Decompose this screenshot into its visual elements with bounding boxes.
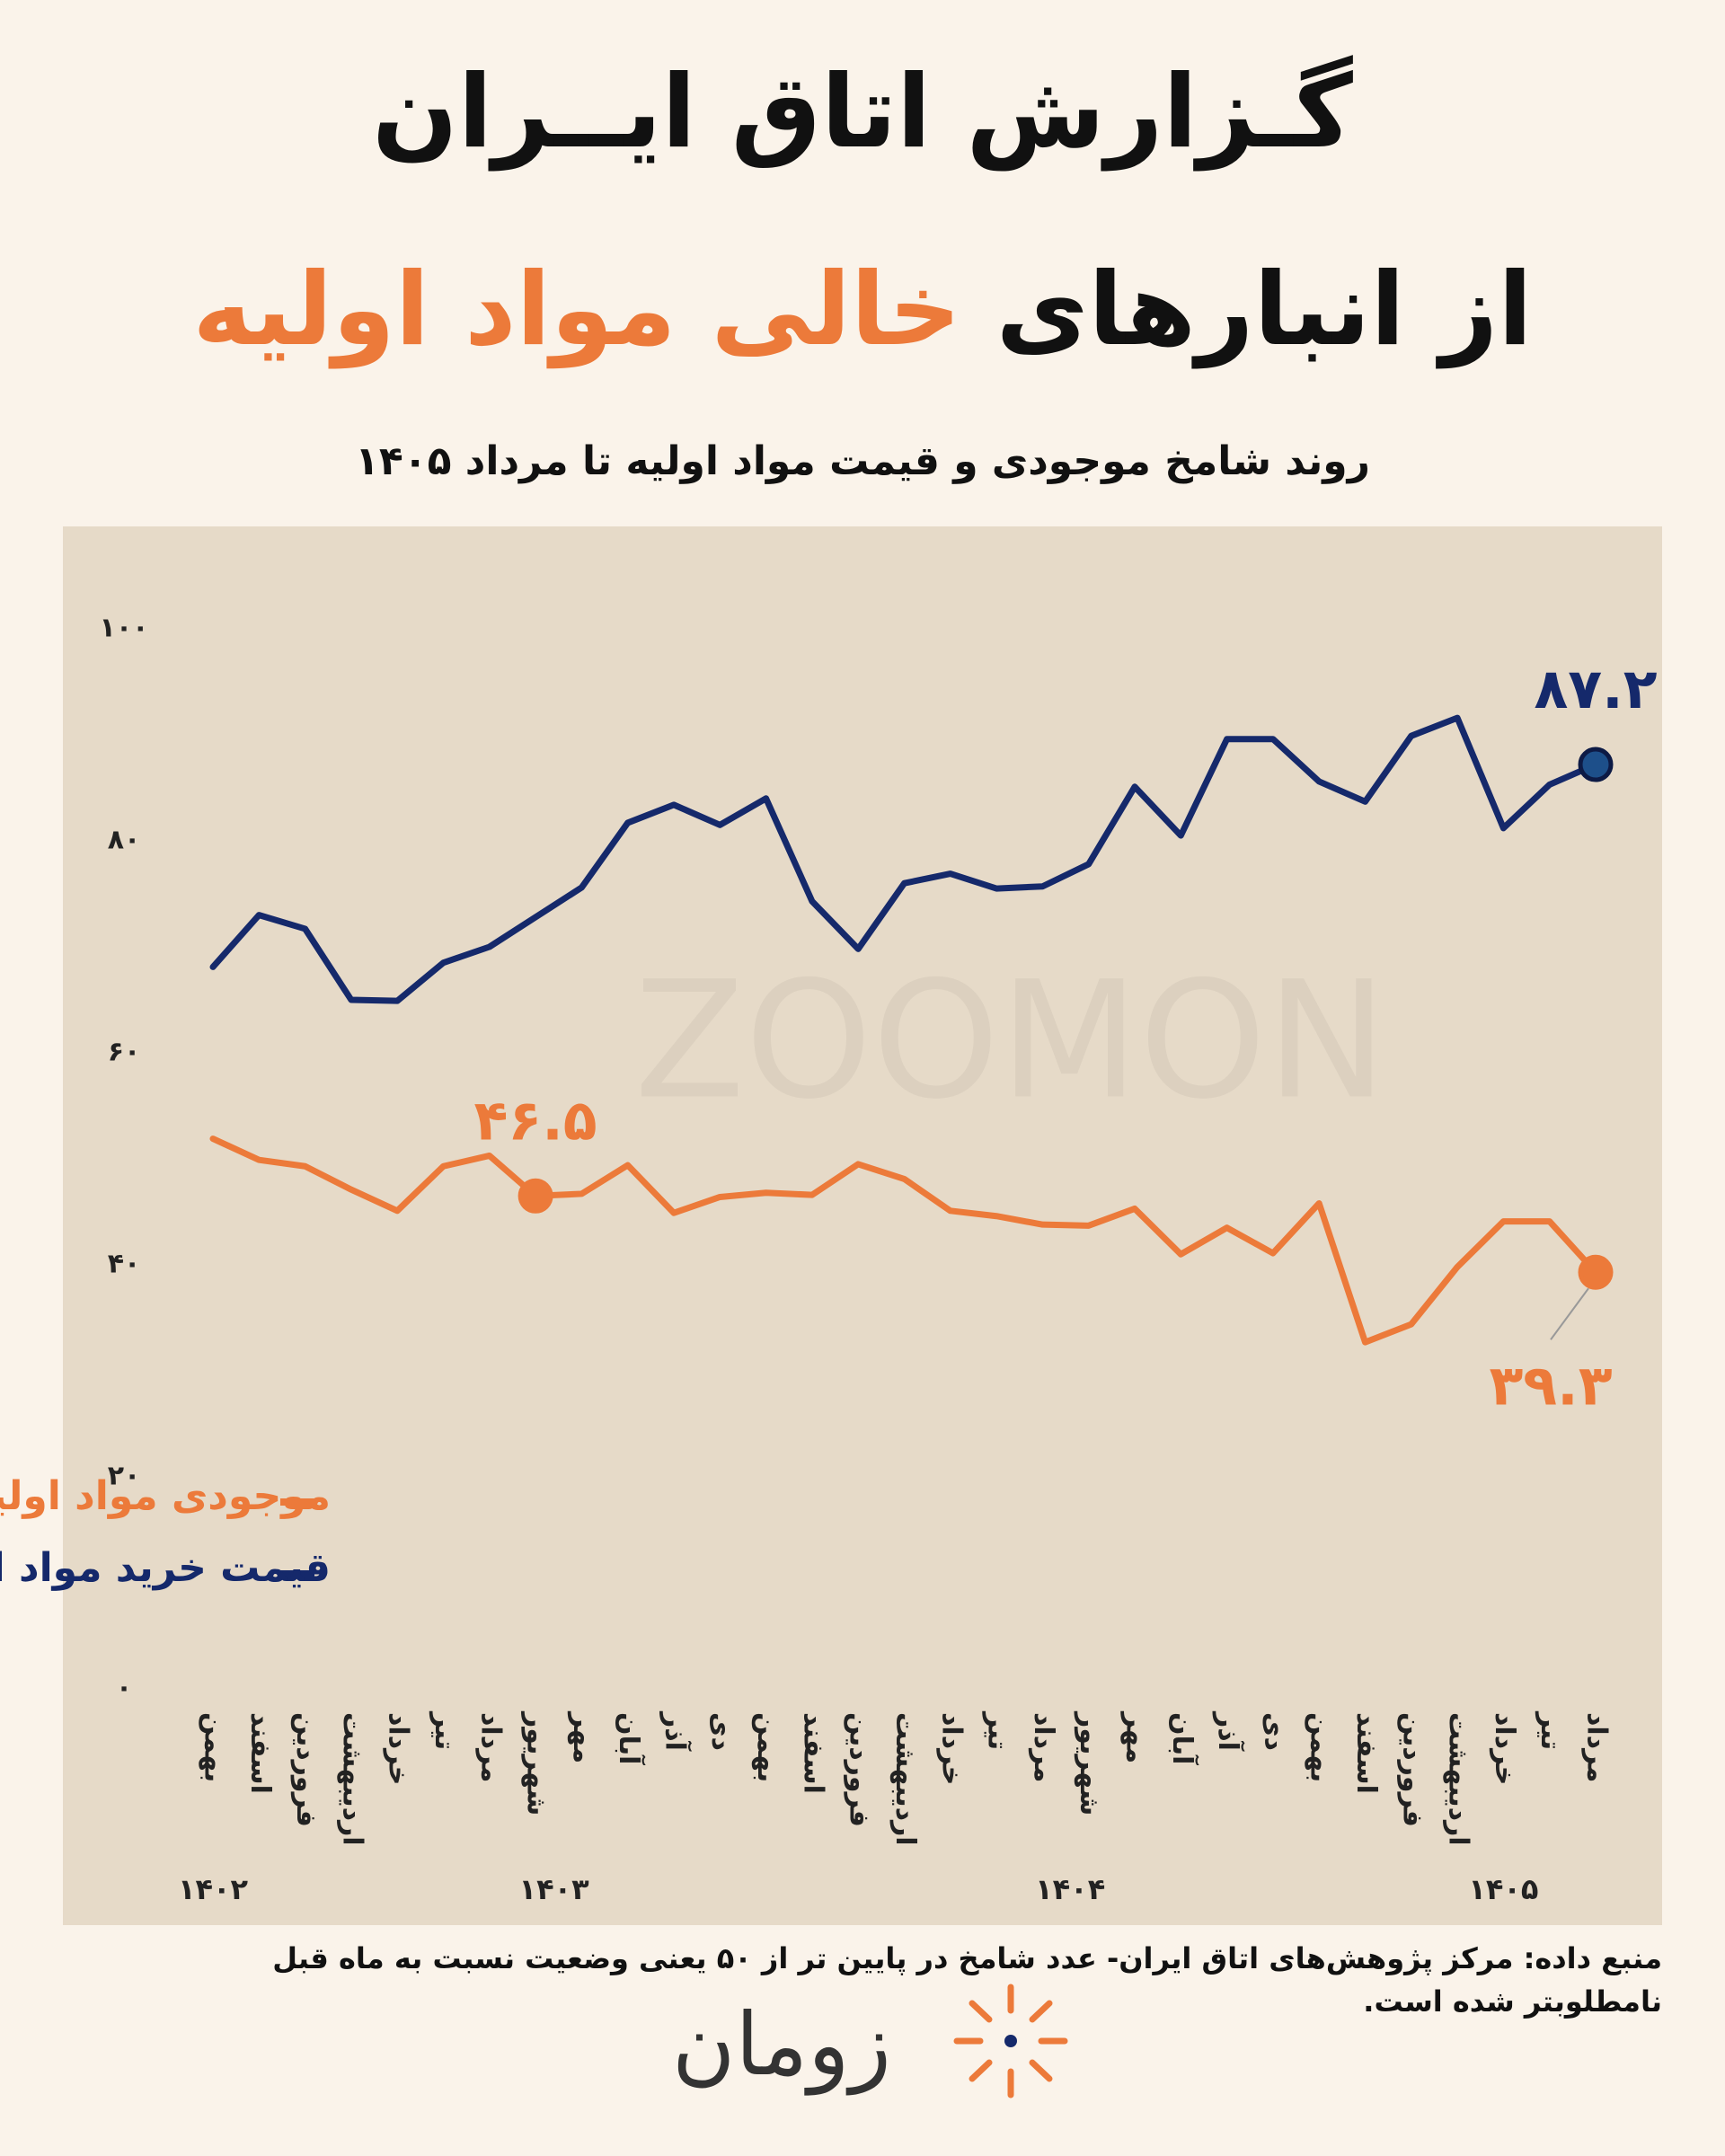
x-tick-label: فروردین <box>290 1712 322 1827</box>
point-marker <box>518 1178 553 1214</box>
headline-black: از انبارهای <box>995 252 1533 368</box>
legend-label: قیمت خرید مواد اولیه یا لوازم خریداری شد… <box>0 1545 331 1591</box>
line <box>209 1135 1599 1346</box>
watermark: ZOOMON <box>634 947 1387 1135</box>
x-tick-label: تیر <box>1535 1710 1566 1750</box>
point-marker <box>1578 1254 1614 1290</box>
x-tick-label: آبان <box>613 1712 646 1765</box>
value-label: ۳۹.۳ <box>1489 1352 1612 1418</box>
x-tick-label: دی <box>1258 1712 1289 1751</box>
x-tick-label: تیر <box>429 1710 460 1750</box>
logo-text: زومان <box>672 1994 891 2095</box>
x-tick-label: خرداد <box>383 1712 414 1785</box>
y-tick-label: ۴۰ <box>108 1249 141 1280</box>
line <box>209 714 1599 1004</box>
x-tick-label: خرداد <box>935 1712 967 1785</box>
x-tick-label: خرداد <box>1489 1712 1520 1785</box>
x-tick-label: اردیبهشت <box>1443 1712 1474 1846</box>
x-tick-label: اردیبهشت <box>336 1712 367 1846</box>
x-tick-label: تیر <box>982 1710 1013 1750</box>
year-label: ۱۴۰۳ <box>519 1872 590 1906</box>
x-tick-label: اردیبهشت <box>889 1712 921 1846</box>
point-marker <box>1578 747 1614 782</box>
headline-orange: خالی مواد اولیه <box>192 252 961 368</box>
x-tick-label: بهمن <box>199 1712 230 1782</box>
x-tick-label: شهریور <box>521 1710 553 1816</box>
y-tick-label: ۰ <box>116 1673 132 1704</box>
logo-icon <box>953 1984 1068 2099</box>
x-tick-label: فروردین <box>1396 1712 1428 1827</box>
year-label: ۱۴۰۵ <box>1468 1872 1538 1906</box>
headline: از انبارهای خالی مواد اولیه <box>0 252 1725 368</box>
year-label: ۱۴۰۴ <box>1035 1872 1105 1906</box>
x-tick-label: آبان <box>1166 1712 1199 1765</box>
x-tick-label: مرداد <box>474 1712 506 1782</box>
year-label: ۱۴۰۲ <box>178 1872 249 1906</box>
y-tick-label: ۸۰ <box>108 825 141 856</box>
x-tick-label: آذر <box>659 1710 693 1752</box>
x-tick-label: مهر <box>1120 1710 1152 1763</box>
x-tick-label: شهریور <box>1074 1710 1105 1816</box>
x-tick-label: فروردین <box>844 1712 875 1827</box>
x-tick-label: دی <box>705 1712 737 1751</box>
x-tick-label: مرداد <box>1028 1712 1059 1782</box>
value-label: ۴۶.۵ <box>474 1087 597 1153</box>
x-tick-label: بهمن <box>751 1712 783 1782</box>
x-tick-label: اسفند <box>797 1712 828 1794</box>
value-label: ۸۷.۲ <box>1534 656 1657 721</box>
x-tick-label: اسفند <box>244 1712 276 1794</box>
x-tick-label: مهر <box>567 1710 598 1763</box>
y-tick-label: ۶۰ <box>108 1037 141 1068</box>
y-tick-label: ۲۰ <box>108 1461 141 1492</box>
leader-line <box>1550 1287 1589 1340</box>
x-tick-label: اسفند <box>1350 1712 1382 1794</box>
title: گـزارش اتاق ایــران <box>372 54 1353 171</box>
source-note: منبع داده: مرکز پژوهش‌های اتاق ایران- عد… <box>272 1941 1662 2019</box>
x-tick-label: آذر <box>1212 1710 1245 1752</box>
subtitle: روند شامخ موجودی و قیمت مواد اولیه تا مر… <box>355 438 1370 484</box>
legend-label: موجودی مواد اولیه یا لوازم خریداری شده <box>0 1473 331 1519</box>
x-tick-label: مرداد <box>1581 1712 1613 1782</box>
x-tick-label: بهمن <box>1305 1712 1336 1782</box>
y-tick-label: ۱۰۰ <box>100 613 149 644</box>
